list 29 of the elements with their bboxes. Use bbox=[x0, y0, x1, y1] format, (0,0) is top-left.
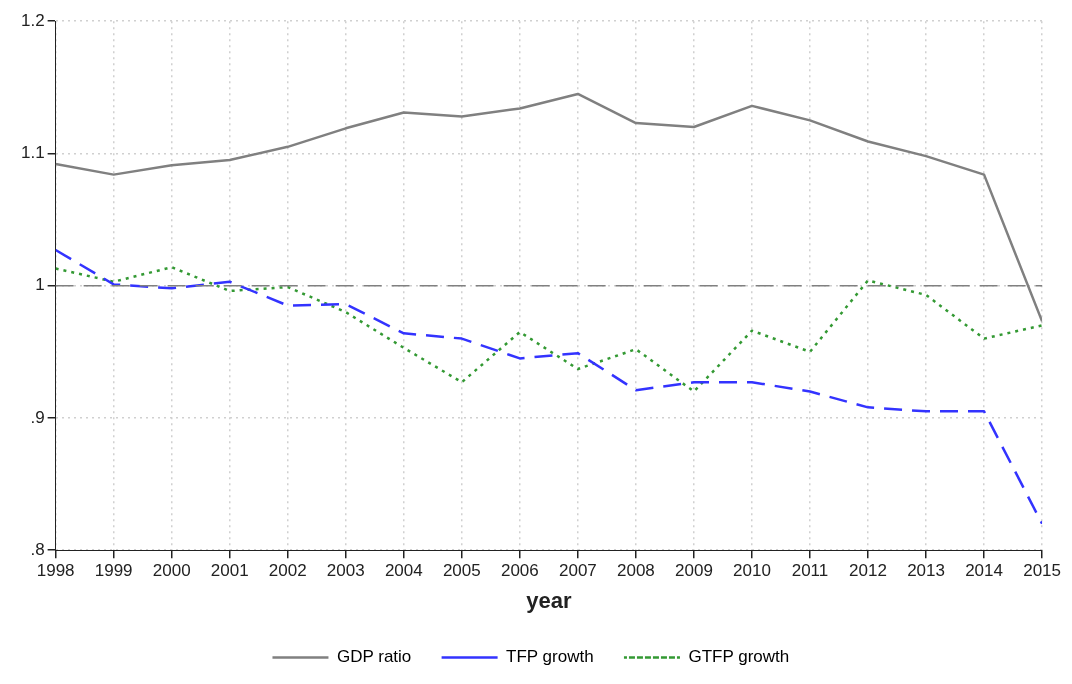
line-series bbox=[55, 248, 1043, 525]
x-tick-label: 2014 bbox=[965, 561, 1003, 581]
x-tick-label: 2005 bbox=[442, 561, 481, 581]
x-tick-label: 2013 bbox=[907, 561, 945, 581]
legend-label: TFP growth bbox=[506, 647, 594, 667]
x-tick-label: 1998 bbox=[36, 561, 75, 581]
y-tick-label: 1.2 bbox=[20, 10, 45, 30]
x-tick-label: 2010 bbox=[733, 561, 771, 581]
y-tick-label: 1.1 bbox=[20, 143, 45, 163]
x-tick-label: 2009 bbox=[675, 561, 713, 581]
x-axis-title: year bbox=[526, 587, 572, 613]
x-tick-label: 2002 bbox=[268, 561, 307, 581]
x-tick-label: 2011 bbox=[791, 561, 829, 581]
x-tick-label: 2004 bbox=[384, 561, 423, 581]
x-tick-label: 2001 bbox=[210, 561, 249, 581]
y-tick-label: .9 bbox=[30, 407, 45, 427]
x-tick-label: 2006 bbox=[500, 561, 539, 581]
x-tick-label: 1999 bbox=[94, 561, 133, 581]
legend-label: GTFP growth bbox=[688, 647, 790, 667]
legend-label: GDP ratio bbox=[336, 647, 412, 667]
x-tick-label: 2007 bbox=[558, 561, 597, 581]
y-tick-label: .8 bbox=[30, 539, 45, 559]
line-series bbox=[55, 265, 1043, 393]
x-tick-label: 2012 bbox=[849, 561, 887, 581]
x-tick-label: 2000 bbox=[152, 561, 191, 581]
y-tick-label: 1 bbox=[35, 275, 45, 295]
x-tick-label: 2003 bbox=[326, 561, 365, 581]
x-tick-label: 2015 bbox=[1023, 561, 1061, 581]
x-tick-label: 2008 bbox=[616, 561, 655, 581]
